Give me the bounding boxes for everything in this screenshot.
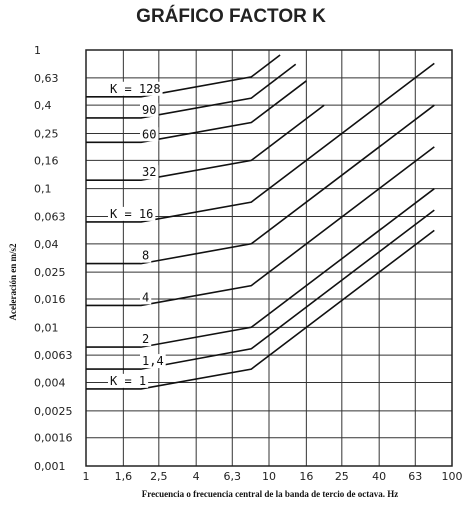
curve-line [86,104,435,265]
curve-label-background [108,81,163,96]
x-tick-label: 40 [372,470,386,483]
curve-label: 60 [142,127,156,141]
y-tick-label: 0,0025 [34,405,73,418]
curve-label-background [140,102,159,117]
y-tick-label: 0,25 [34,127,59,140]
curve-label-background [140,248,152,263]
y-tick-label: 0,0016 [34,432,73,445]
curve-label-background [140,127,159,142]
y-tick-label: 0,025 [34,266,66,279]
y-tick-label: 0,63 [34,72,59,85]
x-tick-label: 2,5 [150,470,168,483]
curve-label: 4 [142,290,149,304]
y-tick-label: 0,4 [34,99,52,112]
curve-label: 2 [142,332,149,346]
curve-line [86,54,281,98]
curve-line [86,209,435,370]
curve-line [86,229,435,390]
curve-label: K = 1 [110,374,146,388]
y-tick-label: 0,016 [34,293,66,306]
x-tick-label: 1 [83,470,90,483]
chart-title: GRÁFICO FACTOR K [136,6,326,27]
x-axis-label: Frecuencia o frecuencia central de la ba… [142,489,398,499]
plot-frame [85,49,453,467]
curve-line [86,188,435,348]
x-tick-label: 100 [442,470,462,483]
x-tick-label: 10 [262,470,276,483]
y-tick-label: 1 [34,44,41,57]
y-tick-label: 0,04 [34,238,59,251]
curve-line [86,80,307,144]
curve-label-background [108,373,149,388]
y-tick-label: 0,1 [34,183,52,196]
curve-label: 32 [142,165,156,179]
curve-line [86,146,435,307]
y-tick-label: 0,01 [34,321,59,334]
y-tick-label: 0,001 [34,460,66,473]
y-tick-label: 0,063 [34,210,66,223]
curve-line [86,63,297,119]
y-tick-label: 0,004 [34,377,66,390]
x-tick-label: 63 [408,470,422,483]
curve-label: 90 [142,103,156,117]
curve-label: K = 128 [110,82,161,96]
y-tick-label: 0,16 [34,154,59,167]
x-tick-label: 25 [335,470,349,483]
curve-label: 8 [142,249,149,263]
x-tick-label: 16 [299,470,313,483]
x-tick-label: 1,6 [115,470,133,483]
y-axis-label: Aceleración en m/s2 [8,243,18,320]
curve-label-background [140,165,159,180]
curve-label-background [140,290,152,305]
curve-label: 1,4 [142,354,164,368]
curve-label-background [140,332,152,347]
curve-label-background [108,206,156,221]
x-tick-label: 6,3 [224,470,242,483]
y-tick-label: 0,0063 [34,349,73,362]
curve-line [86,104,325,181]
curve-label: K = 16 [110,207,153,221]
x-tick-label: 4 [193,470,200,483]
curve-line [86,62,435,223]
curve-label-background [140,354,166,369]
